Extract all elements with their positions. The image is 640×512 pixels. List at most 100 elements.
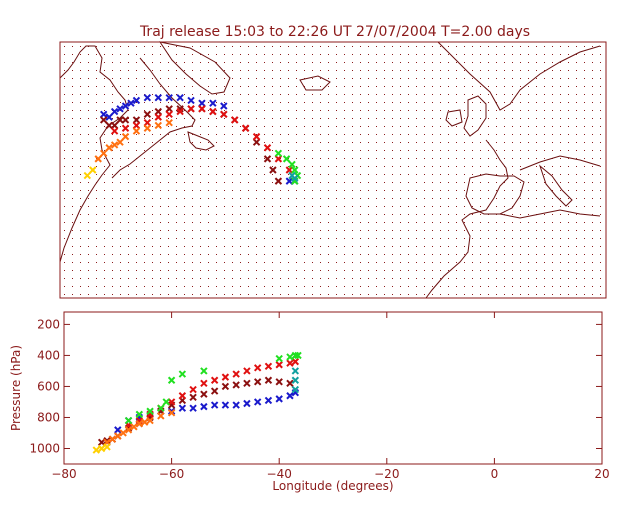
pressure-point (264, 396, 273, 405)
grid-dot (240, 182, 241, 183)
grid-dot (520, 126, 521, 127)
grid-dot (208, 174, 209, 175)
grid-dot (184, 86, 185, 87)
grid-dot (400, 118, 401, 119)
grid-dot (584, 198, 585, 199)
grid-dot (544, 190, 545, 191)
grid-dot (560, 86, 561, 87)
grid-dot (104, 70, 105, 71)
grid-dot (576, 174, 577, 175)
grid-dot (416, 246, 417, 247)
grid-dot (336, 286, 337, 287)
pressure-point (221, 401, 230, 409)
grid-dot (264, 78, 265, 79)
grid-dot (200, 158, 201, 159)
grid-dot (552, 62, 553, 63)
grid-dot (192, 198, 193, 199)
grid-dot (424, 270, 425, 271)
grid-dot (480, 62, 481, 63)
grid-dot (264, 206, 265, 207)
grid-dot (448, 246, 449, 247)
grid-dot (464, 254, 465, 255)
grid-dot (152, 86, 153, 87)
grid-dot (312, 206, 313, 207)
grid-dot (424, 70, 425, 71)
grid-dot (432, 238, 433, 239)
grid-dot (104, 230, 105, 231)
grid-dot (184, 254, 185, 255)
grid-dot (288, 206, 289, 207)
grid-dot (264, 102, 265, 103)
grid-dot (560, 158, 561, 159)
grid-dot (224, 278, 225, 279)
grid-dot (416, 94, 417, 95)
grid-dot (320, 110, 321, 111)
grid-dot (576, 278, 577, 279)
grid-dot (240, 214, 241, 215)
grid-dot (312, 254, 313, 255)
grid-dot (384, 286, 385, 287)
grid-dot (352, 62, 353, 63)
map-point (231, 116, 239, 124)
grid-dot (280, 214, 281, 215)
grid-dot (224, 238, 225, 239)
grid-dot (544, 70, 545, 71)
grid-dot (168, 246, 169, 247)
grid-dot (544, 270, 545, 271)
grid-dot (504, 246, 505, 247)
grid-dot (304, 54, 305, 55)
grid-dot (600, 238, 601, 239)
grid-dot (472, 278, 473, 279)
grid-dot (400, 190, 401, 191)
grid-dot (320, 94, 321, 95)
grid-dot (208, 278, 209, 279)
grid-dot (64, 118, 65, 119)
grid-dot (304, 110, 305, 111)
grid-dot (192, 278, 193, 279)
grid-dot (96, 270, 97, 271)
grid-dot (144, 254, 145, 255)
grid-dot (184, 78, 185, 79)
grid-dot (320, 214, 321, 215)
grid-dot (256, 110, 257, 111)
grid-dot (328, 262, 329, 263)
grid-dot (120, 206, 121, 207)
map-point (127, 99, 135, 107)
grid-dot (480, 142, 481, 143)
grid-dot (248, 270, 249, 271)
grid-dot (336, 182, 337, 183)
map-point (252, 138, 261, 146)
grid-dot (128, 294, 129, 295)
grid-dot (592, 78, 593, 79)
grid-dot (512, 78, 513, 79)
grid-dot (528, 222, 529, 223)
grid-dot (248, 70, 249, 71)
grid-dot (184, 214, 185, 215)
grid-dot (184, 294, 185, 295)
grid-dot (560, 270, 561, 271)
y-tick-label: 400 (37, 348, 60, 362)
grid-dot (360, 214, 361, 215)
grid-dot (104, 206, 105, 207)
grid-dot (544, 254, 545, 255)
grid-dot (544, 246, 545, 247)
grid-dot (224, 294, 225, 295)
y-tick-label: 600 (37, 379, 60, 393)
grid-dot (320, 286, 321, 287)
grid-dot (304, 142, 305, 143)
grid-dot (128, 70, 129, 71)
pressure-point (210, 401, 219, 409)
grid-dot (304, 214, 305, 215)
grid-dot (592, 254, 593, 255)
grid-dot (576, 190, 577, 191)
grid-dot (336, 166, 337, 167)
grid-dot (80, 286, 81, 287)
grid-dot (480, 118, 481, 119)
grid-dot (544, 238, 545, 239)
grid-dot (536, 198, 537, 199)
grid-dot (560, 78, 561, 79)
grid-dot (336, 198, 337, 199)
grid-dot (448, 126, 449, 127)
grid-dot (128, 230, 129, 231)
grid-dot (576, 62, 577, 63)
